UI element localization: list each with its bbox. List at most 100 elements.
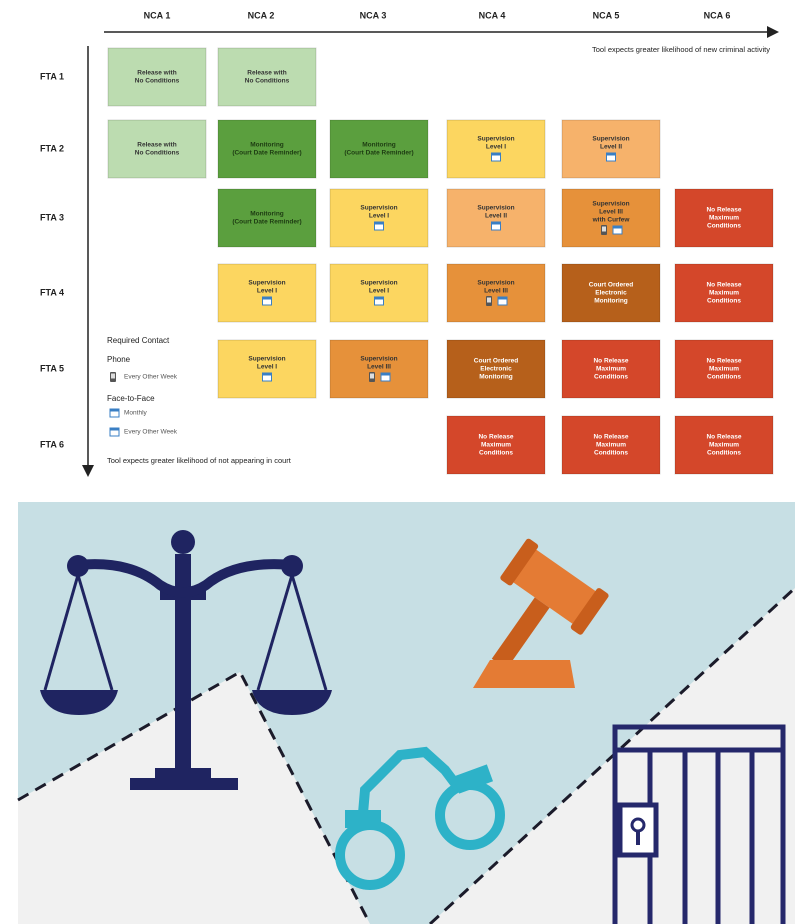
cell-box — [107, 119, 207, 179]
cell-label: Supervision — [360, 205, 397, 212]
legend-face-label: Face-to-Face — [107, 394, 155, 403]
matrix: NCA 1 NCA 2 NCA 3 NCA 4 NCA 5 NCA 6 Tool expec… — [40, 10, 774, 475]
cell-label: Conditions — [479, 450, 513, 457]
illustration — [0, 500, 795, 924]
cell-label: No Release — [706, 358, 741, 365]
cell-label: No Release — [706, 282, 741, 289]
cell-label: Supervision — [360, 356, 397, 363]
cell-label: Supervision — [592, 136, 629, 143]
cell-box — [561, 119, 661, 179]
cell-label: Supervision — [477, 205, 514, 212]
cell-label: No Conditions — [135, 150, 180, 157]
cell-box — [217, 119, 317, 179]
cell-box — [561, 415, 661, 475]
calendar-icon-top — [491, 222, 501, 225]
cell-label: Maximum — [709, 366, 739, 373]
cell-label: Monitoring — [250, 211, 284, 218]
cell-label: Court Ordered — [589, 282, 633, 289]
cell-label: Level I — [369, 288, 389, 295]
floor-left — [18, 672, 370, 924]
cell-label: Monitoring — [362, 142, 396, 149]
cell-label: No Release — [706, 434, 741, 441]
calendar-icon-top — [491, 153, 501, 156]
x-axis-note: Tool expects greater likelihood of new c… — [592, 45, 770, 54]
y-axis-note: Tool expects greater likelihood of not a… — [107, 456, 292, 465]
column-header: NCA 4 — [479, 10, 506, 20]
cell-label: No Conditions — [245, 78, 290, 85]
cell-box — [446, 188, 546, 248]
cell-label: Maximum — [596, 366, 626, 373]
phone-screen — [370, 373, 374, 379]
column-header: NCA 2 — [248, 10, 275, 20]
cell-label: No Release — [706, 207, 741, 214]
column-header: NCA 3 — [360, 10, 387, 20]
legend-item: Every Other Week — [124, 429, 178, 436]
row-header: FTA 4 — [40, 287, 64, 297]
row-header: FTA 2 — [40, 143, 64, 153]
cell-box — [329, 188, 429, 248]
cell-label: (Court Date Reminder) — [232, 150, 301, 157]
cell-box — [217, 47, 317, 107]
jail-icon — [612, 724, 786, 924]
cell-label: Level III — [484, 288, 508, 295]
cell: Monitoring(Court Date Reminder) — [217, 119, 317, 179]
legend-item: Monthly — [124, 410, 148, 417]
cell: Monitoring(Court Date Reminder) — [217, 188, 317, 248]
row-header: FTA 3 — [40, 212, 64, 222]
cell-label: Supervision — [248, 280, 285, 287]
cell-label: Release with — [137, 70, 176, 77]
cell-label: Maximum — [481, 442, 511, 449]
cell-label: with Curfew — [592, 217, 631, 224]
cell-label: No Release — [593, 358, 628, 365]
cell: Monitoring(Court Date Reminder) — [329, 119, 429, 179]
phone-screen — [111, 373, 115, 379]
calendar-icon-top — [498, 297, 507, 300]
calendar-icon-top — [262, 297, 272, 300]
cell-label: Conditions — [707, 298, 741, 305]
calendar-icon-top — [374, 297, 384, 300]
cell-label: No Release — [478, 434, 513, 441]
cell-box — [561, 263, 661, 323]
cell-label: Level III — [599, 209, 623, 216]
cell-label: Level III — [367, 364, 391, 371]
cell-label: Monitoring — [250, 142, 284, 149]
cell-box — [329, 339, 429, 399]
cell-box — [446, 263, 546, 323]
legend-phone-label: Phone — [107, 355, 131, 364]
cell-label: Supervision — [592, 201, 629, 208]
cell-label: Conditions — [594, 374, 628, 381]
row-header: FTA 1 — [40, 71, 64, 81]
cell-label: Court Ordered — [474, 358, 518, 365]
scales-icon — [40, 530, 332, 790]
cell-label: Level I — [257, 288, 277, 295]
calendar-icon-top — [262, 373, 272, 376]
row-header: FTA 6 — [40, 439, 64, 449]
cell-box — [217, 263, 317, 323]
cell-label: Maximum — [709, 290, 739, 297]
cell-label: No Release — [593, 434, 628, 441]
handcuffs-icon — [335, 746, 505, 890]
calendar-icon-top — [110, 428, 119, 431]
calendar-icon-top — [381, 373, 390, 376]
cell-label: Maximum — [596, 442, 626, 449]
cell-label: Supervision — [477, 280, 514, 287]
cell-label: Level I — [486, 144, 506, 151]
cell-label: (Court Date Reminder) — [232, 219, 301, 226]
column-header: NCA 1 — [144, 10, 171, 20]
calendar-icon-top — [606, 153, 616, 156]
cell-label: Level II — [600, 144, 622, 151]
